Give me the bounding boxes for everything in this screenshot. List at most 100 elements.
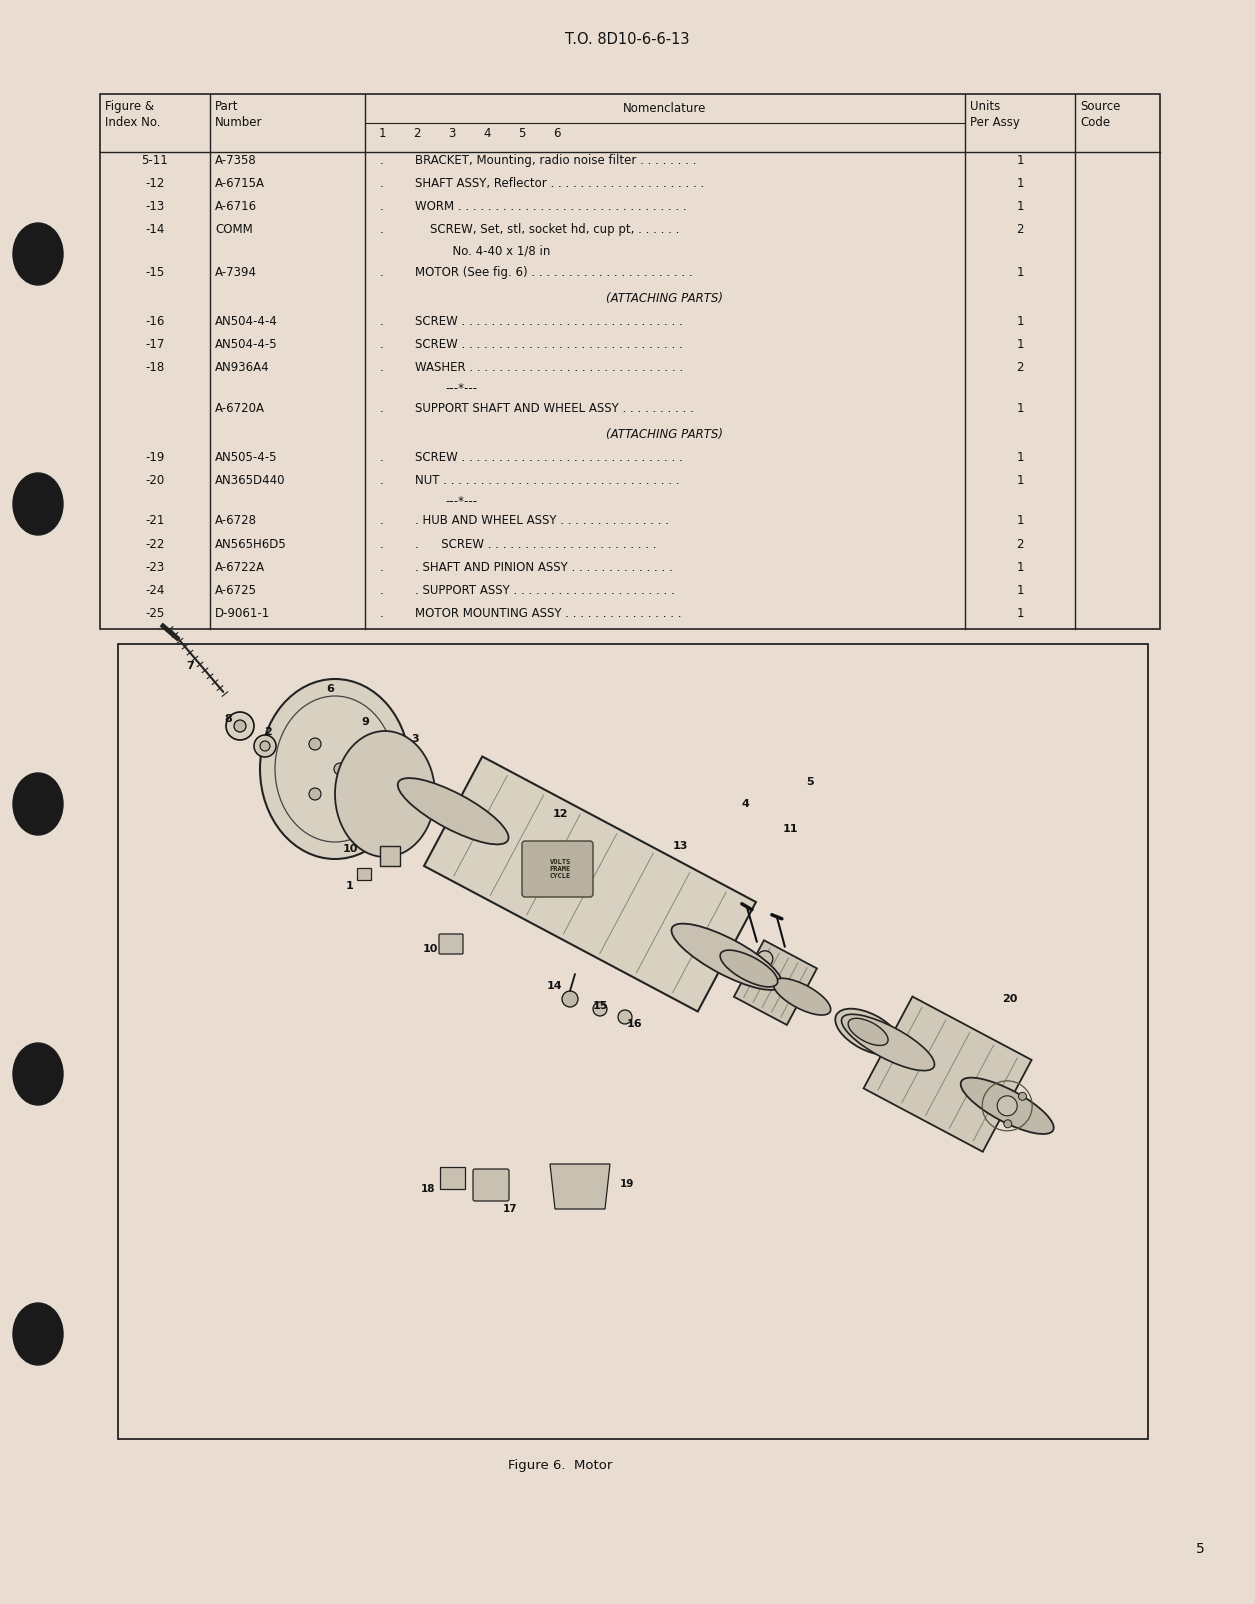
Text: SCREW . . . . . . . . . . . . . . . . . . . . . . . . . . . . . .: SCREW . . . . . . . . . . . . . . . . . … — [415, 314, 683, 327]
Ellipse shape — [720, 950, 778, 986]
Text: 1: 1 — [1017, 266, 1024, 279]
Text: 5: 5 — [1196, 1541, 1205, 1556]
Ellipse shape — [483, 1181, 499, 1197]
Ellipse shape — [617, 1011, 633, 1023]
Text: COMM: COMM — [215, 223, 252, 236]
Text: AN565H6D5: AN565H6D5 — [215, 537, 286, 550]
Text: 1: 1 — [378, 127, 385, 140]
Text: -15: -15 — [146, 266, 164, 279]
Ellipse shape — [260, 741, 270, 751]
Text: 9: 9 — [361, 717, 369, 727]
Text: 12: 12 — [552, 808, 567, 820]
Text: Units: Units — [970, 99, 1000, 112]
Text: 1: 1 — [1017, 176, 1024, 189]
Polygon shape — [550, 1165, 610, 1209]
Text: SUPPORT SHAFT AND WHEEL ASSY . . . . . . . . . .: SUPPORT SHAFT AND WHEEL ASSY . . . . . .… — [415, 403, 694, 415]
Text: Part: Part — [215, 99, 238, 112]
Text: .: . — [380, 314, 384, 327]
Ellipse shape — [309, 788, 321, 800]
Text: .: . — [380, 475, 384, 488]
Text: .: . — [380, 561, 384, 574]
Text: Figure &: Figure & — [105, 99, 154, 112]
Text: Code: Code — [1081, 115, 1111, 128]
Text: SHAFT AND PINION ASSY . . . . . . . . . . . . . .: SHAFT AND PINION ASSY . . . . . . . . . … — [415, 561, 673, 574]
Text: -18: -18 — [146, 361, 164, 374]
Polygon shape — [424, 757, 756, 1012]
Bar — [356, 868, 371, 881]
Text: 20: 20 — [1003, 994, 1018, 1004]
Text: BRACKET, Mounting, radio noise filter . . . . . . . .: BRACKET, Mounting, radio noise filter . … — [415, 154, 697, 167]
Text: 3: 3 — [448, 127, 456, 140]
Text: SCREW . . . . . . . . . . . . . . . . . . . . . . . . . . . . . .: SCREW . . . . . . . . . . . . . . . . . … — [415, 451, 683, 464]
Text: .: . — [380, 515, 384, 528]
Text: 8: 8 — [225, 714, 232, 723]
Text: .: . — [415, 537, 419, 550]
Text: (ATTACHING PARTS): (ATTACHING PARTS) — [606, 292, 723, 305]
Polygon shape — [734, 940, 817, 1025]
Text: 4: 4 — [483, 127, 491, 140]
Text: 10: 10 — [423, 945, 438, 954]
Text: 1: 1 — [1017, 561, 1024, 574]
Text: 2: 2 — [1017, 537, 1024, 550]
Text: 14: 14 — [547, 982, 562, 991]
Text: 3: 3 — [412, 735, 419, 744]
Text: AN504-4-5: AN504-4-5 — [215, 338, 277, 351]
Ellipse shape — [773, 978, 831, 1015]
Text: -12: -12 — [146, 176, 164, 189]
Text: NUT . . . . . . . . . . . . . . . . . . . . . . . . . . . . . . . .: NUT . . . . . . . . . . . . . . . . . . … — [415, 475, 679, 488]
Text: -22: -22 — [146, 537, 164, 550]
Text: -20: -20 — [146, 475, 164, 488]
Text: 7: 7 — [186, 661, 193, 670]
Text: WORM . . . . . . . . . . . . . . . . . . . . . . . . . . . . . . .: WORM . . . . . . . . . . . . . . . . . .… — [415, 200, 686, 213]
Text: 11: 11 — [782, 824, 798, 834]
Text: A-6725: A-6725 — [215, 584, 257, 597]
Ellipse shape — [260, 678, 410, 860]
Text: 2: 2 — [413, 127, 420, 140]
Text: SCREW, Set, stl, socket hd, cup pt, . . . . . .: SCREW, Set, stl, socket hd, cup pt, . . … — [415, 223, 679, 236]
Text: Per Assy: Per Assy — [970, 115, 1020, 128]
Ellipse shape — [1004, 1120, 1012, 1128]
Ellipse shape — [1019, 1092, 1027, 1100]
Ellipse shape — [885, 1038, 914, 1059]
Text: Number: Number — [215, 115, 262, 128]
Text: 5-11: 5-11 — [142, 154, 168, 167]
Text: .: . — [380, 200, 384, 213]
Text: .: . — [380, 403, 384, 415]
Text: .: . — [380, 154, 384, 167]
Text: MOTOR (See fig. 6) . . . . . . . . . . . . . . . . . . . . . .: MOTOR (See fig. 6) . . . . . . . . . . .… — [415, 266, 693, 279]
Text: A-6722A: A-6722A — [215, 561, 265, 574]
Text: 17: 17 — [503, 1205, 517, 1214]
Text: 2: 2 — [264, 727, 272, 736]
Text: -25: -25 — [146, 608, 164, 621]
Text: -16: -16 — [146, 314, 164, 327]
Text: AN936A4: AN936A4 — [215, 361, 270, 374]
Text: VOLTS
FRAME
CYCLE: VOLTS FRAME CYCLE — [550, 860, 571, 879]
Bar — [441, 1168, 466, 1189]
Text: .: . — [380, 338, 384, 351]
Text: 4: 4 — [740, 799, 749, 808]
Text: 1: 1 — [1017, 338, 1024, 351]
Text: 2: 2 — [1017, 361, 1024, 374]
FancyBboxPatch shape — [473, 1169, 510, 1201]
Ellipse shape — [671, 924, 782, 990]
Text: ---*---: ---*--- — [446, 382, 477, 395]
Text: .: . — [380, 223, 384, 236]
Text: 10: 10 — [343, 844, 358, 853]
Text: AN505-4-5: AN505-4-5 — [215, 451, 277, 464]
Bar — [118, 643, 1148, 1439]
Ellipse shape — [836, 1009, 901, 1055]
Text: T.O. 8D10-6-6-13: T.O. 8D10-6-6-13 — [565, 32, 689, 47]
Text: .: . — [380, 537, 384, 550]
Text: 1: 1 — [1017, 451, 1024, 464]
Ellipse shape — [335, 731, 435, 857]
Text: .: . — [415, 561, 419, 574]
Ellipse shape — [334, 764, 346, 775]
Text: .: . — [415, 584, 419, 597]
Text: .: . — [380, 451, 384, 464]
Text: .: . — [380, 361, 384, 374]
Text: 1: 1 — [1017, 584, 1024, 597]
Text: .: . — [415, 515, 419, 528]
Text: -14: -14 — [146, 223, 164, 236]
Ellipse shape — [13, 223, 63, 286]
Text: 18: 18 — [420, 1184, 435, 1193]
